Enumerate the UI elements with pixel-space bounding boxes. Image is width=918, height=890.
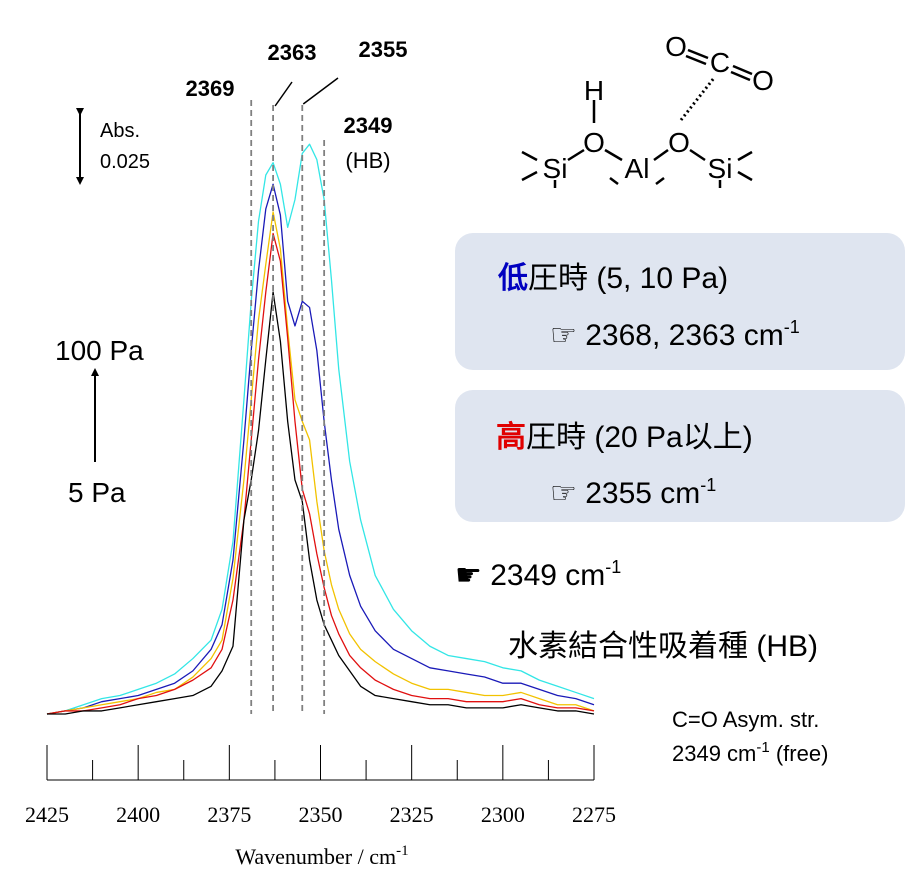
note-text: 圧時 (20 Pa以上): [526, 421, 753, 454]
x-tick-label: 2350: [299, 802, 343, 827]
spectrum-line: [47, 291, 595, 715]
x-tick-label: 2375: [207, 802, 251, 827]
atom: C: [710, 47, 730, 78]
spectrum-line: [46, 143, 595, 715]
note-text: (free): [770, 741, 829, 766]
atom: O: [668, 127, 690, 158]
superscript: -1: [784, 317, 800, 337]
atom: O: [665, 31, 687, 62]
reference-label: 2355: [359, 37, 408, 62]
note-text: 2349 cm: [672, 741, 756, 766]
reference-label: 2363: [268, 40, 317, 65]
note-text: 圧時 (5, 10 Pa): [528, 262, 728, 295]
x-axis-label-text: Wavenumber / cm: [235, 844, 396, 869]
x-tick-label: 2325: [390, 802, 434, 827]
note-text: ☛ 2349 cm: [455, 559, 605, 592]
note-detail: ☛ 2349 cm-1: [455, 557, 621, 592]
note-box: [455, 390, 905, 522]
pressure-label: 5 Pa: [68, 477, 126, 508]
leader-line: [302, 77, 339, 105]
note-heading: 高圧時 (20 Pa以上): [496, 421, 753, 454]
scale-bar-unit: Abs.: [100, 120, 140, 142]
atom: H: [584, 75, 604, 106]
reference-label: 2349: [344, 113, 393, 138]
note-box: [455, 233, 905, 370]
atom: O: [752, 65, 774, 96]
pressure-label: 100 Pa: [55, 335, 144, 366]
atom: O: [583, 127, 605, 158]
note-text: 2349 cm-1 (free): [672, 739, 828, 766]
spectrum-line: [46, 183, 595, 715]
superscript: -1: [396, 843, 409, 859]
atom: Si: [543, 153, 568, 184]
note-heading: 低圧時 (5, 10 Pa): [497, 262, 728, 295]
note-detail: ☞ 2368, 2363 cm-1: [550, 317, 800, 352]
superscript: -1: [700, 475, 716, 495]
x-tick-label: 2275: [572, 802, 616, 827]
reference-sublabel: (HB): [345, 148, 390, 173]
scale-bar-label: 0.025: [100, 151, 150, 173]
emphasis: 高: [496, 421, 526, 454]
atom: Al: [625, 153, 650, 184]
emphasis: 低: [497, 262, 528, 295]
x-tick-label: 2425: [25, 802, 69, 827]
structure: [521, 48, 753, 188]
atom: Si: [708, 153, 733, 184]
superscript: -1: [605, 557, 621, 577]
spectrum-line: [46, 211, 595, 715]
x-tick-label: 2300: [481, 802, 525, 827]
leader-line: [274, 81, 293, 107]
superscript: -1: [756, 739, 769, 756]
note-text: ☞ 2355 cm: [550, 477, 700, 510]
x-tick-label: 2400: [116, 802, 160, 827]
reference-label: 2369: [186, 76, 235, 101]
note-text: ☞ 2368, 2363 cm: [550, 319, 784, 352]
note-text: 水素結合性吸着種 (HB): [508, 630, 818, 663]
note-text: C=O Asym. str.: [672, 707, 819, 732]
note-detail: ☞ 2355 cm-1: [550, 475, 716, 510]
x-axis-label: Wavenumber / cm-1: [235, 843, 408, 869]
